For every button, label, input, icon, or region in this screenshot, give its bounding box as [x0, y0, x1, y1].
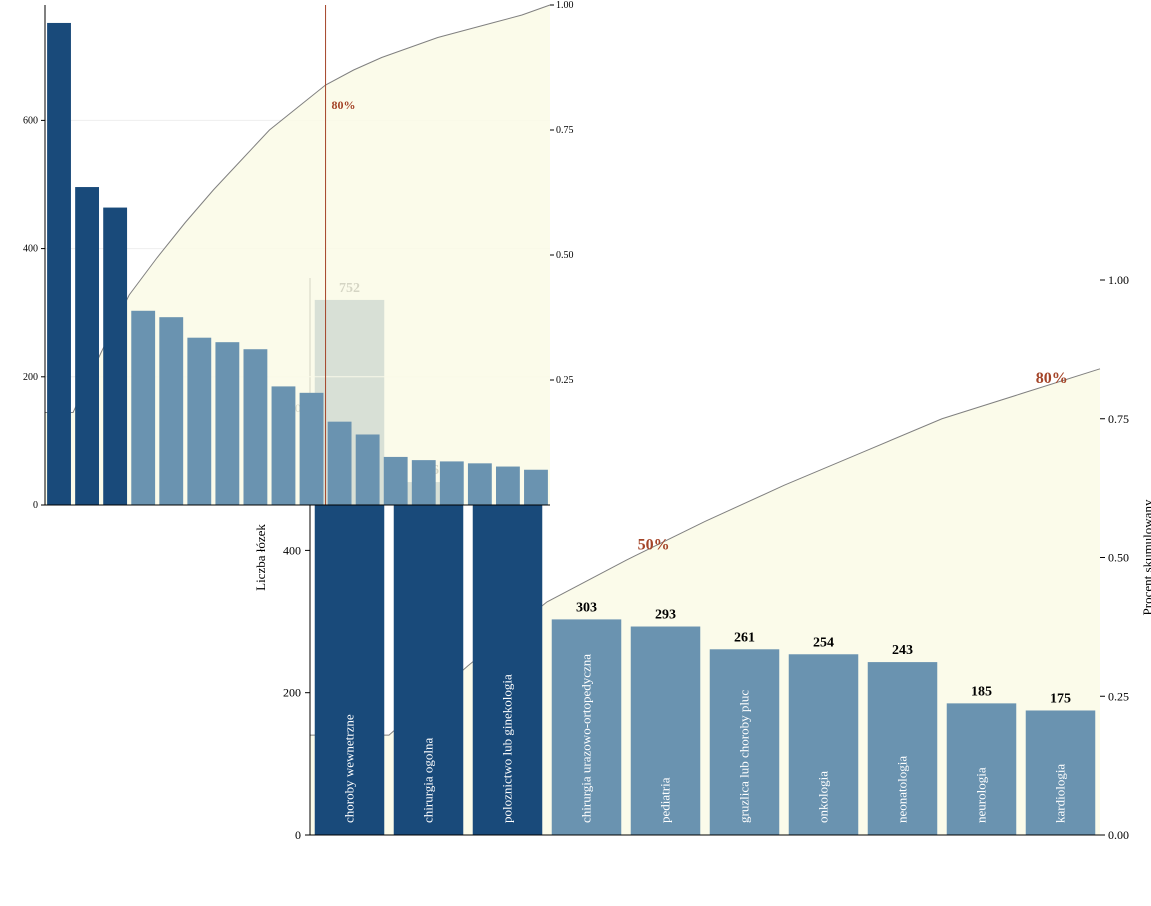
cum-marker-label: 80% — [1036, 370, 1068, 387]
cum-marker-label: 50% — [638, 537, 670, 554]
bar — [468, 463, 492, 505]
y-right-tick-label: 1.00 — [1108, 273, 1129, 287]
y-left-tick-label: 400 — [23, 244, 38, 255]
y-right-tick-label: 0.75 — [556, 125, 574, 136]
y-right-tick-label: 0.75 — [1108, 412, 1129, 426]
y-right-tick-label: 0.50 — [1108, 551, 1129, 565]
y-left-tick-label: 0 — [33, 500, 38, 511]
bar-category-label: chirurgia urazowo-ortopedyczna — [579, 654, 594, 823]
bar-category-label: chirurgia ogolna — [421, 737, 436, 823]
bar — [328, 422, 352, 505]
y-left-axis-title: Liczba łózek — [253, 524, 268, 591]
bar — [187, 338, 211, 505]
y-left-tick-label: 600 — [23, 115, 38, 126]
bar-category-label: gruzlica lub choroby pluc — [737, 690, 752, 823]
y-right-tick-label: 1.00 — [556, 0, 574, 11]
bar-category-label: choroby wewnetrzne — [342, 714, 357, 823]
cum-marker-label: 80% — [332, 98, 356, 112]
bar — [243, 349, 267, 505]
bar — [215, 342, 239, 505]
bar — [103, 208, 127, 505]
y-left-tick-label: 0 — [295, 828, 301, 842]
bar — [300, 393, 324, 505]
bar — [272, 386, 296, 505]
bar-value-label: 243 — [892, 643, 913, 658]
bar — [131, 311, 155, 505]
y-right-tick-label: 0.50 — [556, 250, 574, 261]
pareto-inset: 80% 0 200 400 600 0.25 0.50 0.75 1.00 — [10, 0, 590, 520]
bar — [440, 461, 464, 505]
bar-category-label: kardiologia — [1053, 764, 1068, 823]
bar — [412, 460, 436, 505]
y-right-tick-label: 0.00 — [1108, 828, 1129, 842]
bar-category-label: pediatria — [658, 777, 673, 823]
bar-category-label: onkologia — [816, 771, 831, 823]
bar-category-label: neonatologia — [895, 756, 910, 823]
bar — [75, 187, 99, 505]
bar — [524, 470, 548, 505]
y-left-tick-label: 200 — [283, 686, 301, 700]
y-right-tick-label: 0.25 — [1108, 689, 1129, 703]
y-right-axis-title: Procent skumulowany — [1140, 499, 1151, 615]
bar-value-label: 261 — [734, 630, 755, 645]
bar-value-label: 293 — [655, 608, 676, 623]
bar-value-label: 175 — [1050, 691, 1071, 706]
y-right-tick-label: 0.25 — [556, 375, 574, 386]
bar-value-label: 303 — [576, 600, 597, 615]
bar — [384, 457, 408, 505]
bar — [159, 317, 183, 505]
bar-value-label: 254 — [813, 635, 834, 650]
bar-category-label: poloznictwo lub ginekologia — [500, 674, 515, 823]
bar-value-label: 185 — [971, 684, 992, 699]
y-left-tick-label: 200 — [23, 372, 38, 383]
bar — [356, 434, 380, 505]
bar — [496, 467, 520, 505]
bar-category-label: neurologia — [974, 767, 989, 823]
y-left-tick-label: 400 — [283, 543, 301, 557]
bar — [47, 23, 71, 505]
